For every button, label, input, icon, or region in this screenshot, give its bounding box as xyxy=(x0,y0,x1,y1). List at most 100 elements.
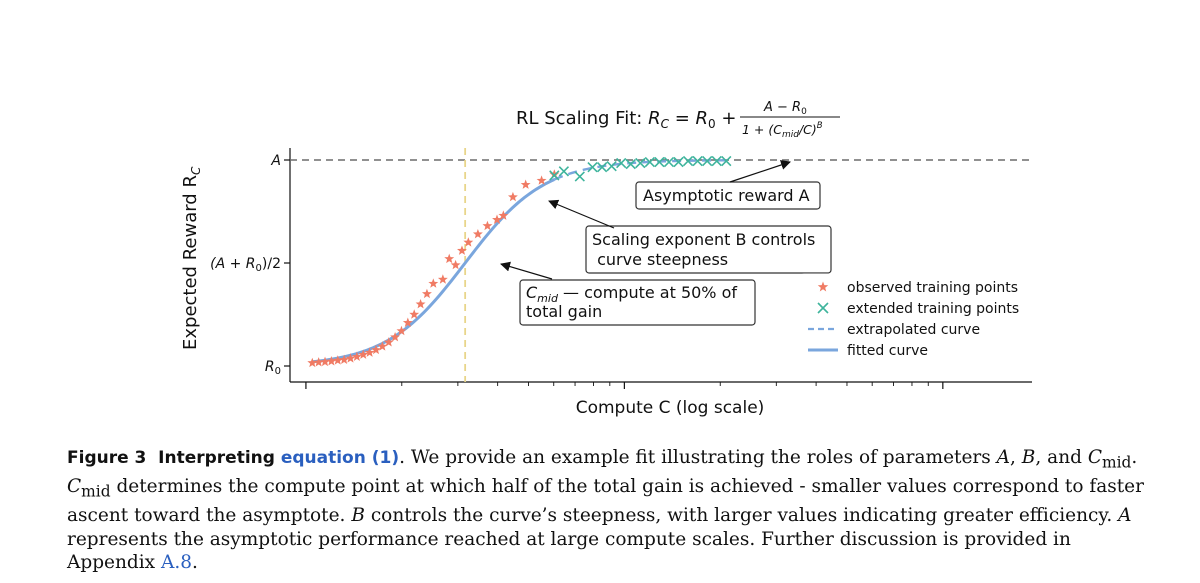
annotation-cmid-line2: total gain xyxy=(526,302,602,321)
annotation-asymptote-arrow xyxy=(729,160,791,183)
annotation-exponent-arrow xyxy=(548,199,615,229)
title-prefix: RL Scaling Fit: xyxy=(516,108,648,129)
observed-point xyxy=(307,357,318,368)
extended-point xyxy=(654,156,665,168)
observed-points xyxy=(307,169,560,368)
svg-text:extrapolated curve: extrapolated curve xyxy=(847,322,980,338)
annotation-exponent: Scaling exponent B controls curve steepn… xyxy=(548,199,832,274)
y-ticks: R0 (A + R0)/2 A xyxy=(210,153,290,377)
observed-point xyxy=(520,179,531,189)
extended-point xyxy=(682,155,694,167)
extended-point xyxy=(616,157,627,169)
title-denominator: 1 + (Cmid/C)B xyxy=(742,121,823,140)
observed-point xyxy=(463,237,474,247)
title-lhs: R xyxy=(648,108,661,129)
legend-star-marker xyxy=(817,281,829,292)
observed-point xyxy=(428,278,439,288)
legend: observed training points extended traini… xyxy=(799,273,1033,367)
title-r0-sub: 0 xyxy=(708,117,716,131)
y-tick-label-2: A xyxy=(270,153,281,169)
caption-comma-1: , xyxy=(1010,447,1022,468)
observed-point xyxy=(437,274,448,284)
legend-item-extrapolated: extrapolated curve xyxy=(808,322,980,338)
x-axis-label: Compute C (log scale) xyxy=(576,398,765,418)
annotation-cmid-arrow xyxy=(500,261,553,280)
equation-link[interactable]: equation (1) xyxy=(280,448,400,468)
extended-point xyxy=(711,155,722,167)
caption-param-cmid-2: C xyxy=(67,476,82,498)
observed-point xyxy=(549,169,560,179)
extended-point xyxy=(673,156,684,168)
extended-point xyxy=(574,171,585,182)
observed-point xyxy=(444,253,455,264)
caption-text-5: represents the asymptotic performance re… xyxy=(67,528,1071,573)
observed-point xyxy=(345,353,356,363)
caption-param-cmid-2-sub: mid xyxy=(81,482,111,501)
y-tick-label-1: (A + R0)/2 xyxy=(210,256,281,274)
observed-point xyxy=(390,331,401,342)
observed-point xyxy=(320,356,330,367)
observed-point xyxy=(507,191,518,202)
observed-point xyxy=(421,288,432,299)
caption-param-b: B xyxy=(1021,447,1036,468)
caption-param-cmid: C xyxy=(1087,447,1102,468)
caption-lead: Interpreting xyxy=(158,448,275,468)
caption-param-cmid-sub: mid xyxy=(1102,453,1132,472)
extended-point xyxy=(549,170,560,181)
caption-text-6: . xyxy=(192,552,198,573)
observed-point xyxy=(313,357,324,367)
caption-param-a: A xyxy=(996,447,1011,468)
observed-point xyxy=(326,356,337,366)
extended-point xyxy=(606,161,617,172)
observed-point xyxy=(351,351,362,361)
annotation-cmid: Cmid — compute at 50% of total gain xyxy=(500,261,756,326)
observed-point xyxy=(339,354,350,365)
observed-point xyxy=(457,245,467,255)
extended-point xyxy=(692,155,703,167)
observed-point xyxy=(492,214,502,224)
svg-text:extended training points: extended training points xyxy=(847,301,1019,317)
extended-point xyxy=(663,156,675,168)
title-r0: R xyxy=(696,108,709,129)
observed-point xyxy=(409,309,420,319)
extended-point xyxy=(596,162,608,173)
svg-text:fitted curve: fitted curve xyxy=(847,343,928,359)
observed-point xyxy=(332,355,343,365)
extended-point xyxy=(702,155,713,167)
annotation-asymptote: Asymptotic reward A xyxy=(635,160,821,210)
observed-point xyxy=(450,259,461,270)
observed-point xyxy=(383,337,394,347)
title-plus: + xyxy=(716,108,737,129)
annotation-exponent-line2: curve steepness xyxy=(592,250,728,269)
observed-point xyxy=(377,341,388,351)
extended-points xyxy=(549,155,732,182)
extrapolated-curve xyxy=(553,159,727,181)
chart-title: RL Scaling Fit: RC = R0 + A − R0 1 + (Cm… xyxy=(516,100,840,140)
observed-point xyxy=(472,228,483,239)
y-axis-label: Expected Reward RC xyxy=(180,166,203,350)
title-numerator: A − R0 xyxy=(763,100,807,117)
appendix-link[interactable]: A.8 xyxy=(160,552,192,573)
observed-point xyxy=(415,299,426,309)
extended-point xyxy=(644,156,656,168)
legend-item-extended: extended training points xyxy=(817,301,1019,317)
annotation-asymptote-text: Asymptotic reward A xyxy=(643,186,810,205)
caption-param-b-2: B xyxy=(351,505,365,527)
extended-point xyxy=(587,162,598,173)
caption-text-3: determines the compute point at which ha… xyxy=(67,476,1144,527)
legend-item-observed: observed training points xyxy=(817,280,1018,296)
extended-point xyxy=(635,157,646,169)
fitted-curve xyxy=(312,178,555,364)
annotation-exponent-line1: Scaling exponent B controls xyxy=(592,230,815,249)
extended-point xyxy=(625,158,636,170)
caption-param-a-2: A xyxy=(1118,505,1132,527)
rl-scaling-chart: RL Scaling Fit: RC = R0 + A − R0 1 + (Cm… xyxy=(180,100,1033,418)
svg-text:RL Scaling Fit: RC = R0 +: RL Scaling Fit: RC = R0 + xyxy=(516,108,736,131)
extended-point xyxy=(558,166,570,177)
observed-point xyxy=(498,210,509,220)
title-lhs-sub: C xyxy=(661,117,670,131)
observed-point xyxy=(396,325,407,336)
title-equals: = xyxy=(669,108,696,129)
svg-text:observed training points: observed training points xyxy=(847,280,1018,296)
observed-point xyxy=(536,175,547,185)
